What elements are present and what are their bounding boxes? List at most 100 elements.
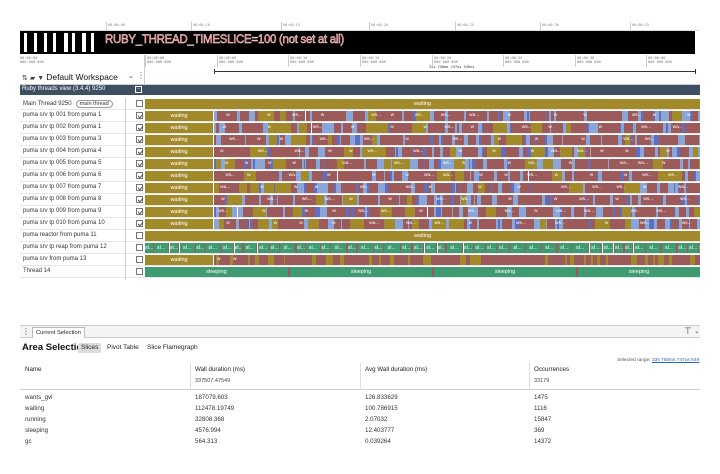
slice[interactable] [335, 183, 340, 193]
slice[interactable] [690, 219, 697, 229]
slice[interactable] [604, 111, 610, 121]
slice[interactable] [304, 207, 316, 217]
slice[interactable] [460, 147, 462, 157]
kebab-icon[interactable]: ⋮ [137, 71, 145, 80]
slice[interactable] [501, 183, 511, 193]
slice[interactable] [387, 135, 391, 145]
slice[interactable] [304, 147, 308, 157]
slice[interactable] [452, 183, 455, 193]
slice[interactable] [409, 255, 416, 265]
slice[interactable] [516, 219, 520, 229]
slice[interactable] [481, 255, 487, 265]
slice-sleeping[interactable]: sl... [572, 243, 589, 253]
slice[interactable] [216, 207, 219, 217]
slice[interactable] [259, 159, 262, 169]
slice[interactable] [251, 219, 259, 229]
slice-waiting[interactable]: waiting [145, 159, 213, 169]
slice[interactable] [472, 183, 479, 193]
slice[interactable] [464, 135, 468, 145]
slice[interactable] [694, 255, 700, 265]
slice[interactable] [278, 219, 287, 229]
slice[interactable] [379, 135, 383, 145]
slice-running[interactable] [278, 243, 280, 253]
slice[interactable] [528, 195, 534, 205]
slice[interactable] [485, 183, 491, 193]
workspace-dropdown[interactable]: ⇅ ▰ ▼ Default Workspace [22, 72, 118, 82]
slice[interactable] [336, 111, 346, 121]
slice[interactable] [684, 111, 688, 121]
slice[interactable] [669, 255, 672, 265]
slice[interactable] [330, 159, 338, 169]
slice[interactable] [654, 147, 659, 157]
slice[interactable] [429, 111, 433, 121]
slice[interactable] [278, 171, 283, 181]
slice[interactable] [658, 147, 661, 157]
slice[interactable] [329, 147, 338, 157]
slice[interactable] [325, 171, 327, 181]
slice-running[interactable] [484, 243, 487, 253]
slice-sleeping[interactable]: sl... [699, 243, 700, 253]
slice[interactable] [535, 255, 538, 265]
slice[interactable] [641, 195, 651, 205]
track-row[interactable]: puma srv tp 001 from puma 1 waiting w w ws..… [20, 110, 700, 122]
slice[interactable] [646, 159, 651, 169]
slice[interactable] [218, 207, 226, 217]
slice[interactable] [664, 219, 668, 229]
slice[interactable] [695, 171, 697, 181]
table-row[interactable]: waiting 112478.19749 100.786915 1116 [20, 403, 700, 414]
slice[interactable] [434, 159, 439, 169]
slice[interactable] [586, 207, 596, 217]
slice[interactable] [528, 111, 530, 121]
slice[interactable] [669, 183, 674, 193]
slice[interactable] [375, 171, 379, 181]
track-row[interactable]: puma srv tp 009 from puma 9 waiting ws... w… [20, 206, 700, 218]
slice[interactable] [655, 171, 659, 181]
slice[interactable] [339, 255, 342, 265]
slice[interactable] [341, 219, 351, 229]
slice[interactable] [442, 183, 451, 193]
slice[interactable] [371, 171, 376, 181]
slice[interactable] [665, 183, 668, 193]
slice[interactable] [550, 123, 555, 133]
slice-running[interactable] [676, 243, 678, 253]
slice[interactable] [216, 111, 221, 121]
slice[interactable] [446, 219, 449, 229]
slice[interactable] [341, 255, 345, 265]
slice[interactable] [300, 171, 310, 181]
slice[interactable] [285, 111, 293, 121]
slice[interactable] [635, 207, 646, 217]
slice[interactable] [284, 255, 289, 265]
slice[interactable] [271, 159, 273, 169]
slice[interactable] [309, 171, 312, 181]
slice[interactable] [316, 171, 323, 181]
slice[interactable] [472, 123, 478, 133]
slice-running[interactable] [423, 243, 425, 253]
slice[interactable] [442, 135, 450, 145]
slice-sleeping[interactable]: sl... [169, 243, 179, 253]
slice[interactable] [549, 183, 559, 193]
slice[interactable] [586, 195, 588, 205]
slice[interactable] [337, 207, 344, 217]
slice[interactable] [385, 171, 390, 181]
slice[interactable] [636, 147, 639, 157]
slice[interactable] [433, 195, 438, 205]
slice[interactable] [352, 123, 355, 133]
slice[interactable] [244, 195, 255, 205]
slice[interactable] [509, 147, 520, 157]
slice[interactable] [214, 123, 216, 133]
slice[interactable] [524, 135, 527, 145]
slice[interactable] [480, 171, 484, 181]
slice[interactable] [470, 171, 475, 181]
slice[interactable] [368, 183, 378, 193]
slice[interactable] [298, 171, 301, 181]
slice[interactable] [368, 195, 379, 205]
slice[interactable] [473, 159, 476, 169]
slice[interactable] [488, 195, 493, 205]
slice[interactable] [510, 183, 514, 193]
slice[interactable] [643, 147, 655, 157]
track-checkbox[interactable] [136, 160, 143, 167]
slice[interactable] [545, 195, 547, 205]
slice-running[interactable] [356, 243, 358, 253]
slice[interactable] [520, 147, 523, 157]
slice[interactable] [226, 171, 234, 181]
